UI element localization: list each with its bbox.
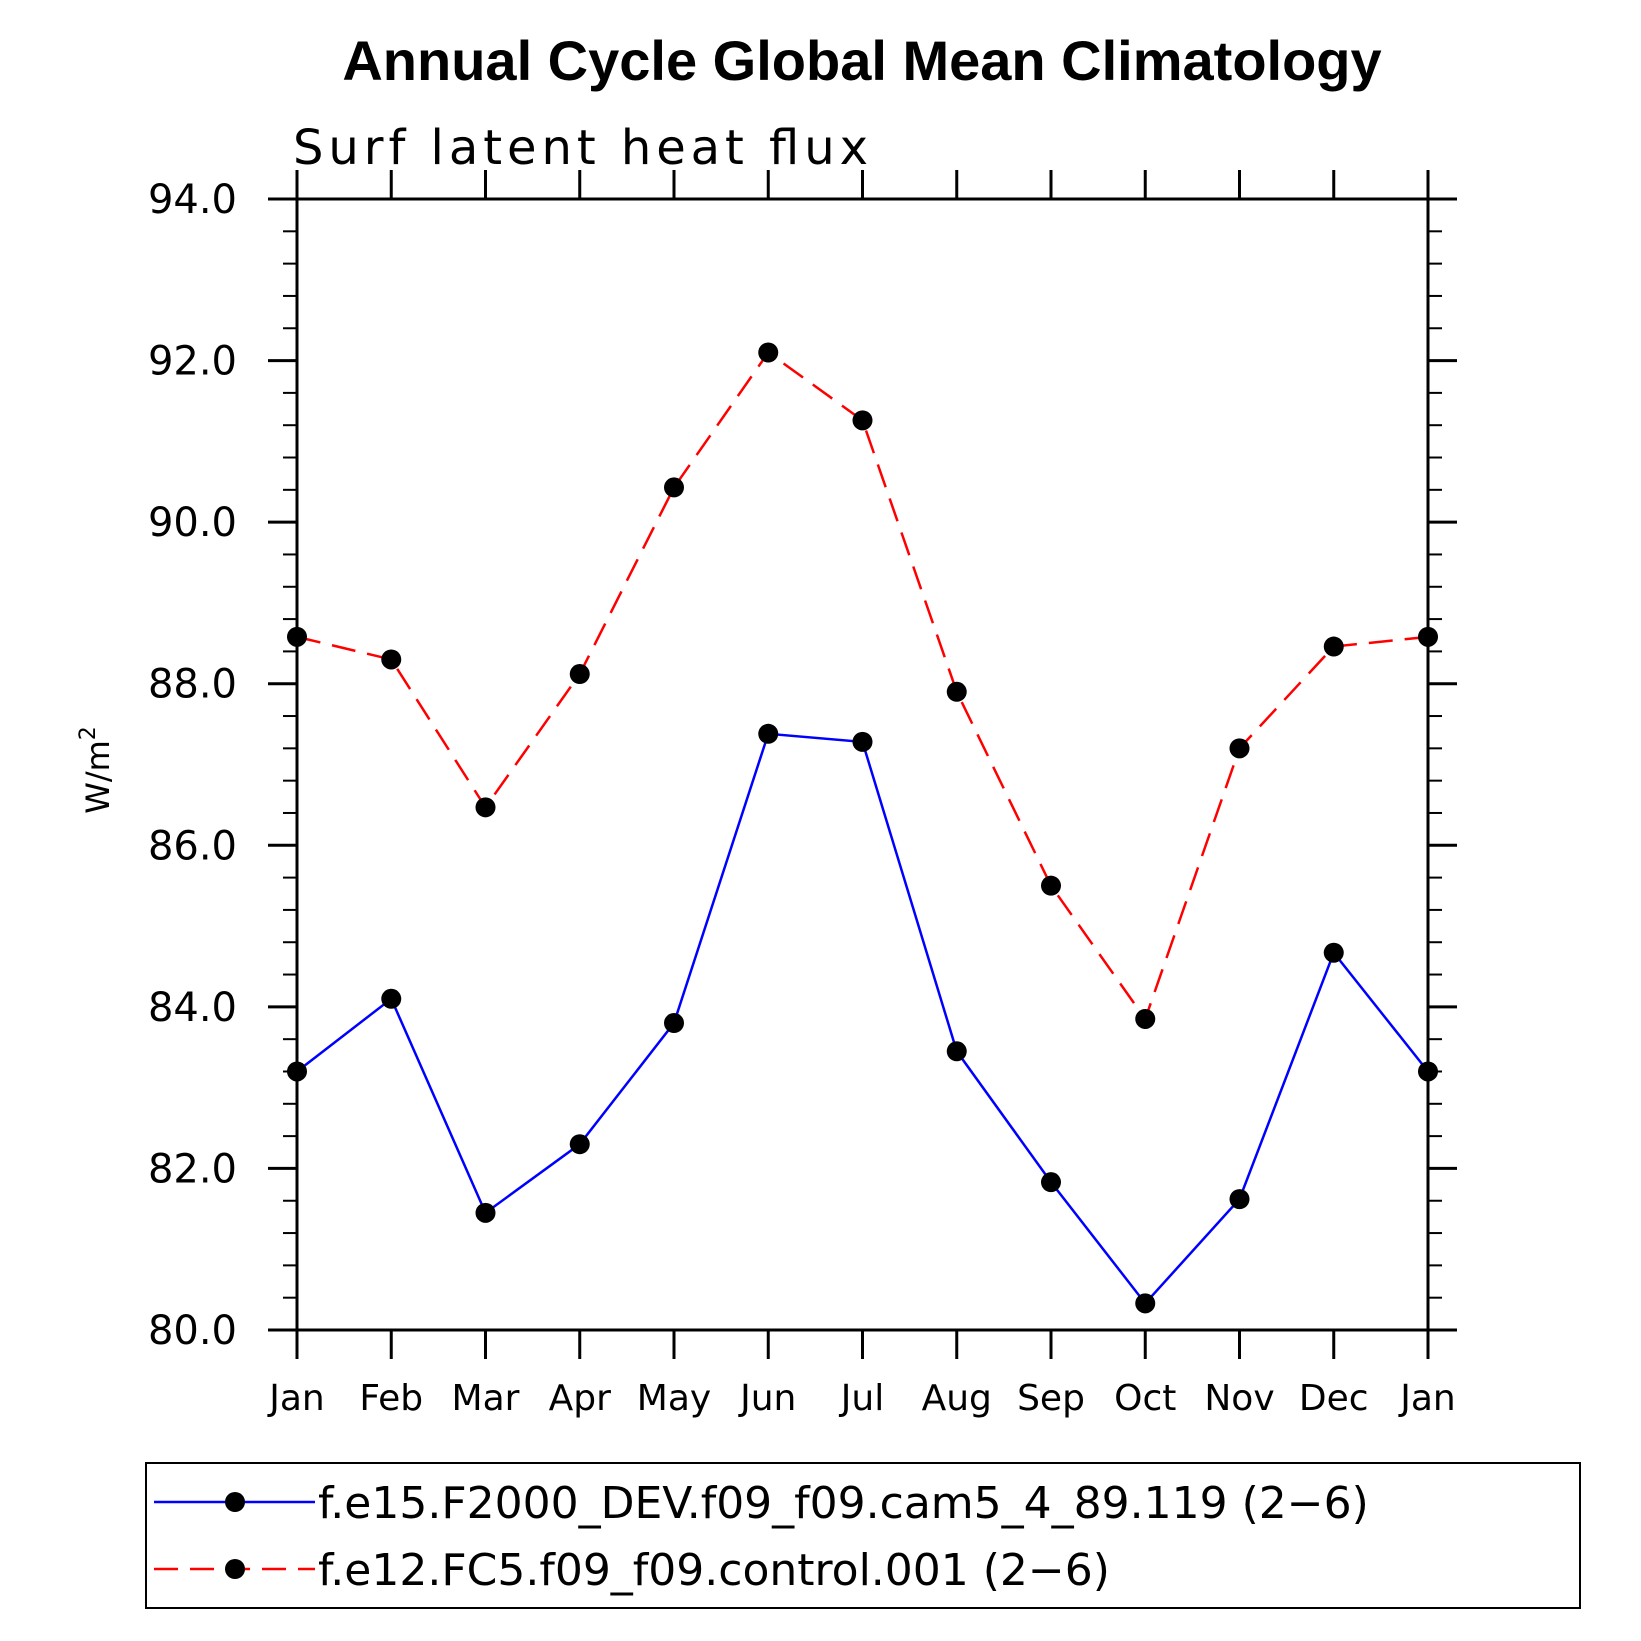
chart-subtitle: Surf latent heat flux bbox=[293, 120, 868, 176]
x-tick-label: Oct bbox=[1114, 1378, 1176, 1419]
data-point bbox=[852, 731, 873, 752]
y-tick-label: 82.0 bbox=[148, 1146, 237, 1192]
y-axis-label-exponent: 2 bbox=[76, 726, 101, 740]
x-tick-label: Apr bbox=[549, 1378, 611, 1419]
x-tick-label: Feb bbox=[359, 1378, 423, 1419]
x-tick-label: Mar bbox=[452, 1378, 520, 1419]
y-tick-label: 84.0 bbox=[148, 985, 237, 1031]
svg-text:W/m2: W/m2 bbox=[76, 726, 117, 814]
data-point bbox=[852, 410, 873, 431]
y-tick-label: 80.0 bbox=[148, 1308, 237, 1354]
data-point bbox=[1041, 1172, 1061, 1193]
x-tick-label: Jun bbox=[738, 1378, 796, 1419]
legend-box bbox=[145, 1462, 1581, 1609]
data-point bbox=[1323, 636, 1344, 657]
x-tick-label: Sep bbox=[1017, 1378, 1085, 1419]
data-point bbox=[946, 681, 967, 702]
data-point bbox=[1229, 1189, 1250, 1210]
plot-frame bbox=[295, 197, 1430, 1332]
data-point bbox=[758, 723, 779, 744]
y-tick-label: 94.0 bbox=[148, 177, 237, 223]
x-tick-label: Jul bbox=[839, 1378, 884, 1419]
data-point bbox=[475, 797, 496, 818]
data-point bbox=[946, 1041, 967, 1062]
data-point bbox=[664, 477, 684, 498]
x-tick-label: Dec bbox=[1299, 1378, 1369, 1419]
y-axis-label: W/m2 bbox=[76, 726, 117, 814]
plot-series bbox=[287, 342, 1438, 1314]
data-point bbox=[1229, 738, 1250, 759]
chart-title: Annual Cycle Global Mean Climatology bbox=[342, 29, 1381, 92]
x-tick-label: Jan bbox=[1398, 1378, 1456, 1419]
data-point bbox=[1041, 875, 1061, 896]
data-point bbox=[1135, 1008, 1156, 1029]
data-point bbox=[381, 988, 402, 1009]
legend: f.e15.F2000_DEV.f09_f09.cam5_4_89.119 (2… bbox=[145, 1462, 1581, 1609]
y-tick-label: 86.0 bbox=[148, 823, 237, 869]
x-tick-label: Jan bbox=[267, 1378, 325, 1419]
data-point bbox=[758, 342, 779, 363]
series-line bbox=[296, 732, 1429, 1306]
legend-label: f.e12.FC5.f09_f09.control.001 (2−6) bbox=[318, 1545, 1110, 1596]
legend-entries: f.e15.F2000_DEV.f09_f09.cam5_4_89.119 (2… bbox=[154, 1478, 1369, 1596]
data-point bbox=[569, 664, 590, 685]
data-point bbox=[569, 1134, 590, 1155]
data-point bbox=[1135, 1293, 1156, 1314]
series-line bbox=[296, 350, 1429, 1022]
y-axis-label-base: W/m bbox=[79, 740, 117, 814]
data-point bbox=[381, 649, 402, 670]
x-tick-labels: Jan Feb Mar Apr May Jun Jul Aug Sep Oct Nov Dec Jan bbox=[267, 1378, 1456, 1419]
legend-label: f.e15.F2000_DEV.f09_f09.cam5_4_89.119 (2… bbox=[318, 1478, 1369, 1529]
data-point bbox=[1323, 942, 1344, 963]
y-tick-label: 92.0 bbox=[148, 339, 237, 385]
x-tick-label: May bbox=[637, 1378, 711, 1419]
y-tick-label: 88.0 bbox=[148, 662, 237, 708]
legend-marker bbox=[225, 1492, 245, 1512]
axis-ticks bbox=[268, 170, 1457, 1359]
data-point bbox=[475, 1202, 496, 1223]
x-tick-label: Nov bbox=[1204, 1378, 1274, 1419]
y-tick-label: 90.0 bbox=[148, 500, 237, 546]
x-tick-label: Aug bbox=[922, 1378, 992, 1419]
data-point bbox=[664, 1013, 684, 1034]
y-tick-labels: 80.0 82.0 84.0 86.0 88.0 90.0 92.0 94.0 bbox=[148, 177, 237, 1354]
legend-marker bbox=[225, 1559, 245, 1579]
